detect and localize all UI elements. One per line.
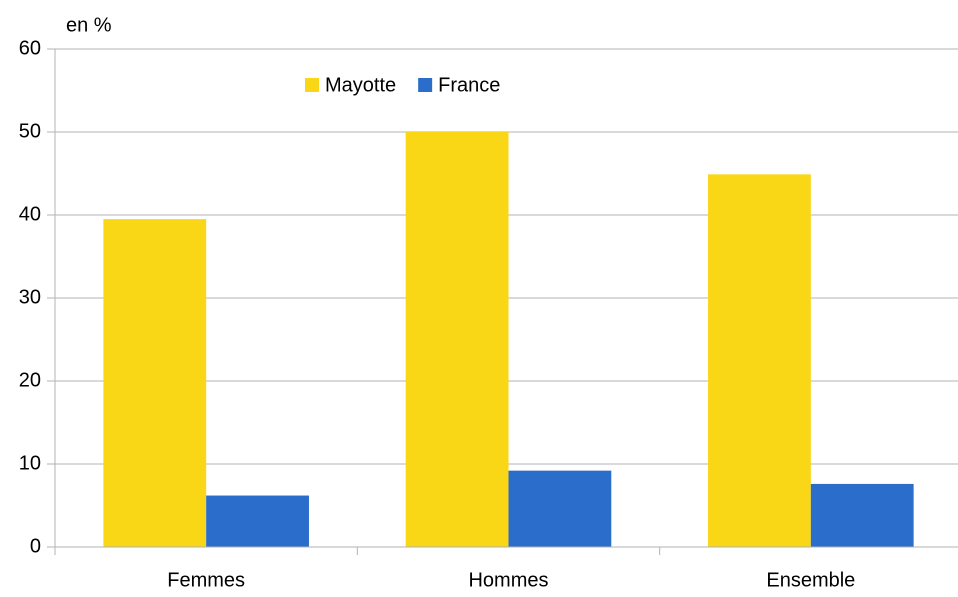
legend-label: France	[438, 74, 500, 96]
bar	[508, 470, 612, 547]
legend-swatch	[305, 78, 319, 92]
y-tick-label: 0	[30, 535, 41, 557]
bar	[708, 174, 811, 547]
bar	[405, 132, 509, 547]
y-tick-label: 20	[19, 369, 41, 391]
bar	[206, 495, 309, 547]
legend-swatch	[418, 78, 433, 92]
x-tick-label: Hommes	[468, 569, 548, 591]
bar	[810, 483, 914, 547]
y-tick-label: 60	[19, 37, 41, 59]
y-axis-label: en %	[66, 14, 112, 36]
y-tick-label: 40	[19, 203, 41, 225]
x-tick-label: Femmes	[167, 569, 245, 591]
y-tick-label: 30	[19, 286, 41, 308]
bar	[103, 219, 207, 547]
y-tick-label: 50	[19, 120, 41, 142]
x-tick-label: Ensemble	[766, 569, 855, 591]
y-tick-label: 10	[19, 452, 41, 474]
legend-label: Mayotte	[325, 74, 396, 96]
